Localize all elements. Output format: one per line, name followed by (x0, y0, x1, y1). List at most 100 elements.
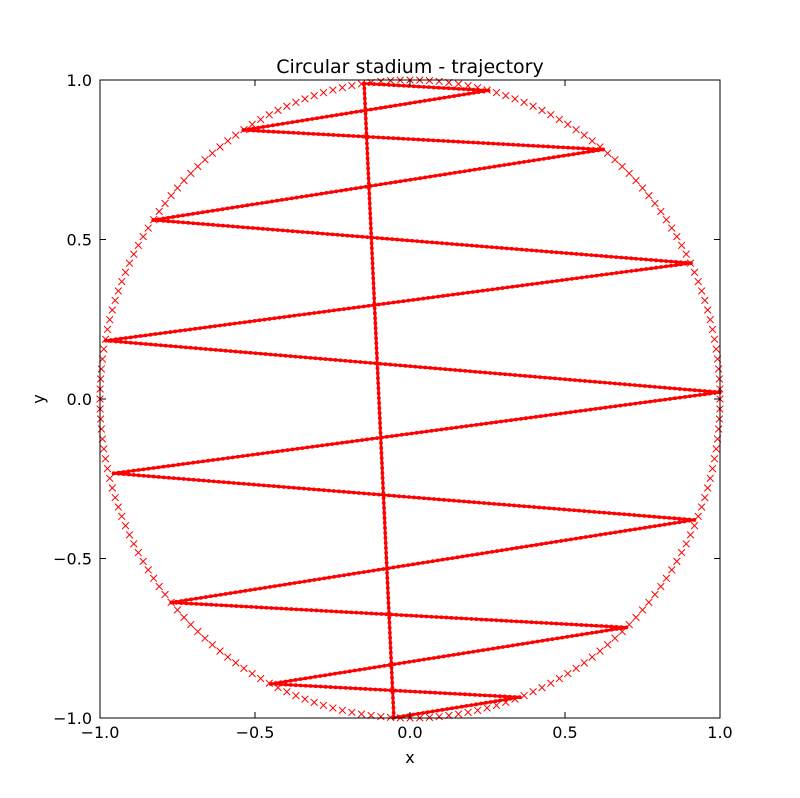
trajectory-point (376, 135, 381, 140)
trajectory-point (654, 265, 659, 270)
trajectory-point (411, 562, 415, 567)
trajectory-point (318, 684, 323, 689)
trajectory-point (263, 585, 267, 590)
boundary-marker (454, 80, 463, 88)
trajectory-point (491, 141, 496, 146)
trajectory-point (271, 484, 276, 489)
trajectory-point (184, 598, 189, 603)
trajectory-point (151, 466, 156, 470)
trajectory-point (216, 457, 220, 462)
trajectory-point (565, 634, 570, 639)
trajectory-point (479, 701, 483, 706)
trajectory-point (236, 224, 240, 229)
trajectory-point (619, 255, 624, 260)
trajectory-point (559, 621, 564, 626)
trajectory-point (619, 625, 624, 630)
trajectory-point (422, 496, 426, 501)
trajectory-point (225, 456, 230, 460)
trajectory-point (499, 419, 504, 424)
trajectory-point (568, 377, 572, 382)
trajectory-point (598, 532, 603, 537)
trajectory-point (289, 607, 294, 611)
trajectory-point (347, 572, 351, 577)
trajectory-point (402, 660, 407, 665)
trajectory-point (166, 475, 171, 480)
trajectory-point (451, 139, 456, 144)
trajectory-point (365, 141, 369, 146)
trajectory-point (518, 373, 522, 378)
trajectory-point (388, 104, 393, 109)
trajectory-point (379, 612, 384, 616)
trajectory-point (372, 311, 377, 316)
trajectory-point (274, 198, 279, 203)
trajectory-point (474, 702, 479, 707)
trajectory-point (633, 527, 637, 532)
trajectory-point (575, 633, 579, 638)
trajectory-point (111, 471, 116, 476)
boundary-marker (125, 259, 134, 267)
boundary-marker (706, 474, 715, 483)
trajectory-point (678, 395, 682, 400)
trajectory-point (328, 672, 332, 677)
trajectory-point (417, 658, 421, 663)
trajectory-point (574, 622, 579, 627)
trajectory-point (383, 531, 388, 535)
trajectory-point (707, 391, 712, 396)
trajectory-point (486, 141, 491, 146)
trajectory-point (429, 614, 434, 619)
trajectory-point (512, 695, 517, 699)
trajectory-point (604, 628, 609, 633)
boundary-marker (682, 540, 690, 548)
trajectory-point (388, 635, 393, 640)
trajectory-point (441, 294, 445, 298)
trajectory-point (327, 309, 331, 313)
trajectory-point (589, 253, 594, 258)
trajectory-point (433, 366, 438, 371)
trajectory-point (186, 477, 191, 482)
trajectory-point (173, 329, 178, 334)
trajectory-point (336, 307, 341, 312)
trajectory-point (367, 196, 372, 201)
trajectory-point (227, 322, 232, 327)
trajectory-point (281, 130, 286, 135)
trajectory-point (469, 617, 474, 621)
trajectory-point (440, 557, 445, 562)
trajectory-point (465, 290, 470, 295)
trajectory-point (569, 276, 574, 281)
trajectory-point (378, 106, 383, 110)
trajectory-point (534, 620, 539, 625)
trajectory-point (280, 228, 285, 233)
trajectory-point (313, 684, 318, 689)
trajectory-point (386, 136, 391, 140)
trajectory-point (431, 295, 435, 300)
boundary-marker (377, 712, 385, 721)
trajectory-point (509, 418, 513, 423)
trajectory-point (399, 432, 404, 437)
trajectory-point (315, 444, 320, 448)
trajectory-point (490, 287, 495, 292)
trajectory-point (677, 520, 682, 525)
trajectory-point (632, 383, 637, 388)
boundary-marker (216, 143, 224, 151)
trajectory-point (483, 370, 488, 375)
trajectory-point (632, 513, 637, 517)
trajectory-point (481, 648, 486, 653)
trajectory-point (513, 373, 517, 377)
trajectory-point (618, 529, 623, 534)
trajectory-point (391, 136, 396, 141)
trajectory-point (647, 525, 652, 529)
trajectory-point (448, 691, 452, 696)
boundary-marker (694, 277, 702, 286)
trajectory-point (334, 113, 339, 117)
boundary-marker (690, 268, 699, 277)
trajectory-point (564, 622, 569, 627)
trajectory-point (263, 352, 268, 356)
trajectory-point (392, 493, 396, 498)
trajectory-point (373, 183, 378, 188)
trajectory-point (374, 611, 379, 616)
trajectory-point (505, 285, 510, 290)
boundary-marker (483, 704, 491, 712)
trajectory-point (181, 477, 186, 481)
trajectory-point (161, 216, 166, 221)
trajectory-point (300, 230, 305, 234)
